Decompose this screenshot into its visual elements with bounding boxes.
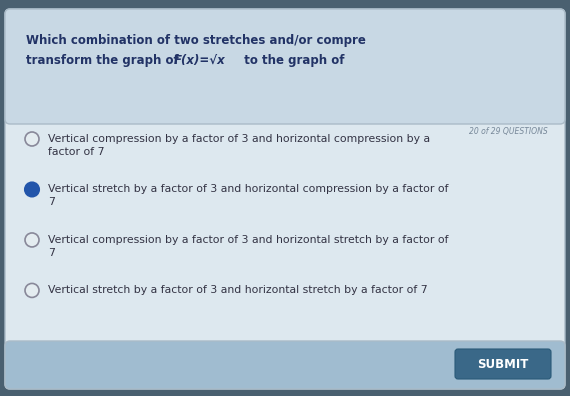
Text: Vertical stretch by a factor of 3 and horizontal stretch by a factor of 7: Vertical stretch by a factor of 3 and ho…: [48, 286, 428, 295]
FancyBboxPatch shape: [5, 341, 565, 389]
Text: SUBMIT: SUBMIT: [477, 358, 529, 371]
FancyBboxPatch shape: [455, 349, 551, 379]
Text: 7: 7: [48, 198, 55, 208]
Circle shape: [25, 132, 39, 146]
Text: transform the graph of: transform the graph of: [26, 54, 187, 67]
Circle shape: [25, 284, 39, 297]
Text: Vertical compression by a factor of 3 and horizontal stretch by a factor of: Vertical compression by a factor of 3 an…: [48, 235, 449, 245]
Text: Vertical stretch by a factor of 3 and horizontal compression by a factor of: Vertical stretch by a factor of 3 and ho…: [48, 185, 449, 194]
Circle shape: [25, 183, 39, 196]
Bar: [10, 346, 560, 384]
Text: Which combination of two stretches and/or compre: Which combination of two stretches and/o…: [26, 34, 366, 47]
FancyBboxPatch shape: [5, 9, 565, 124]
Text: factor of 7: factor of 7: [48, 147, 104, 157]
Text: 20 of 29 QUESTIONS: 20 of 29 QUESTIONS: [469, 127, 548, 136]
Text: to the graph of: to the graph of: [236, 54, 344, 67]
Text: F(x)=√x: F(x)=√x: [174, 54, 226, 67]
Text: 7: 7: [48, 248, 55, 258]
Bar: [10, 119, 560, 346]
Bar: [10, 14, 560, 119]
Bar: [10, 346, 560, 365]
Bar: [10, 67, 560, 119]
Text: Vertical compression by a factor of 3 and horizontal compression by a: Vertical compression by a factor of 3 an…: [48, 134, 430, 144]
Circle shape: [25, 233, 39, 247]
FancyBboxPatch shape: [5, 9, 565, 389]
